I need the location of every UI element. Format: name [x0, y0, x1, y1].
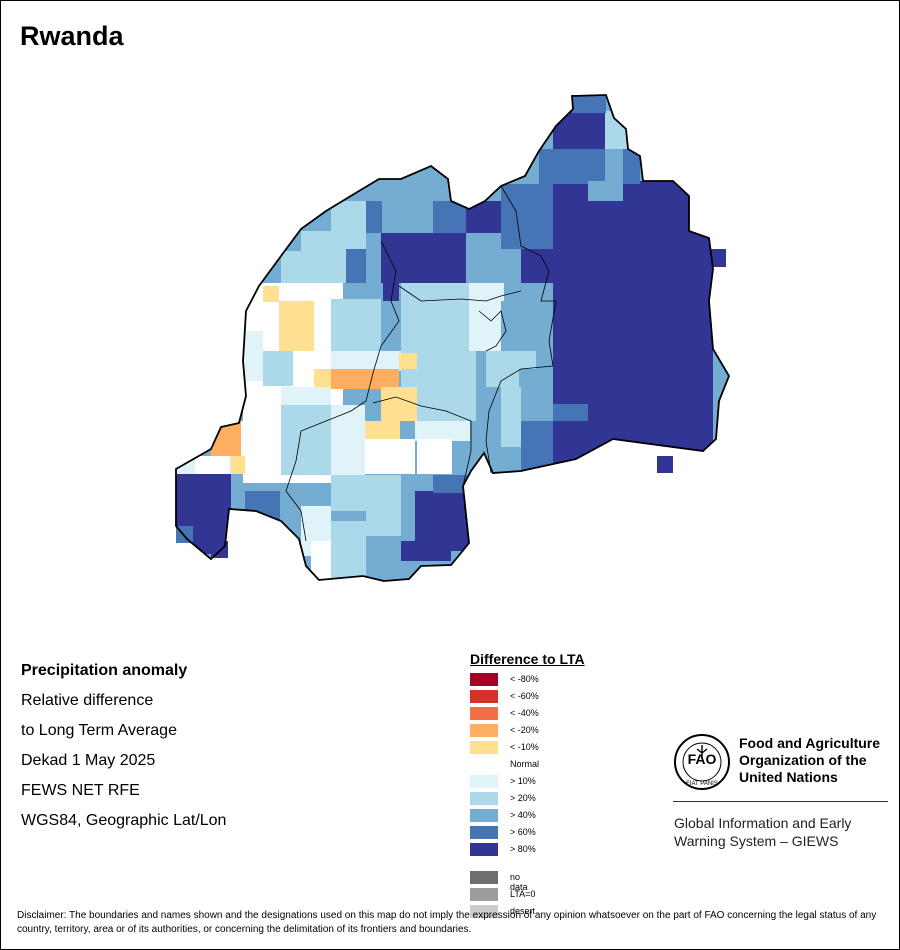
legend-item-swatch: [470, 809, 498, 822]
legend-item-row: Normal: [470, 756, 585, 773]
legend-item-label: < -60%: [510, 691, 539, 701]
legend-extra-label: LTA=0: [510, 889, 536, 899]
legend-item-row: > 40%: [470, 807, 585, 824]
legend-item-row: < -20%: [470, 722, 585, 739]
precipitation-anomaly-map: [175, 94, 731, 582]
legend-item-row: > 60%: [470, 824, 585, 841]
giews-line1: Global Information and Early: [674, 815, 852, 831]
info-line1: Relative difference: [21, 692, 154, 709]
legend-item-label: < -20%: [510, 725, 539, 735]
legend-item-swatch: [470, 826, 498, 839]
legend-item-label: > 20%: [510, 793, 536, 803]
legend-item-label: < -40%: [510, 708, 539, 718]
anomaly-grid: [176, 95, 729, 581]
legend-item-label: > 80%: [510, 844, 536, 854]
info-projection: WGS84, Geographic Lat/Lon: [21, 812, 227, 829]
map-info: Precipitation anomaly Relative differenc…: [21, 656, 226, 836]
legend-item-row: < -80%: [470, 671, 585, 688]
legend-item-swatch: [470, 707, 498, 720]
legend-item-label: < -10%: [510, 742, 539, 752]
giews-line2: Warning System – GIEWS: [674, 833, 839, 849]
legend-item-row: > 80%: [470, 841, 585, 858]
legend-extra-label: desert: [510, 906, 536, 916]
legend-item-row: > 10%: [470, 773, 585, 790]
fao-name: Food and Agriculture Organization of the…: [739, 735, 880, 786]
legend-item-swatch: [470, 690, 498, 703]
province-boundaries: [285, 185, 557, 542]
legend-item-row: < -60%: [470, 688, 585, 705]
fao-name-line2: Organization of the: [739, 752, 867, 768]
fao-logo-icon: FAO FIAT PANIS: [674, 734, 730, 790]
map-title: Rwanda: [20, 21, 124, 51]
legend-item-label: > 40%: [510, 810, 536, 820]
legend-item-swatch: [470, 775, 498, 788]
legend-item-swatch: [470, 741, 498, 754]
legend-extra-swatch: [470, 905, 498, 918]
fao-logo-motto: FIAT PANIS: [686, 781, 718, 787]
legend-item-label: > 60%: [510, 827, 536, 837]
legend-item-swatch: [470, 792, 498, 805]
legend-item-label: > 10%: [510, 776, 536, 786]
legend-title: Difference to LTA: [470, 651, 585, 667]
giews-text: Global Information and Early Warning Sys…: [674, 814, 851, 850]
fao-divider: [673, 801, 888, 802]
legend-extra-swatch: [470, 871, 498, 884]
legend-extra-swatch: [470, 888, 498, 901]
fao-name-line1: Food and Agriculture: [739, 735, 881, 751]
legend-item-label: Normal: [510, 759, 540, 769]
country-boundary: [175, 94, 731, 582]
legend-item-swatch: [470, 843, 498, 856]
legend-item-label: < -80%: [510, 674, 539, 684]
legend-item-swatch: [470, 673, 498, 686]
fao-name-line3: United Nations: [739, 769, 838, 785]
legend-item-row: < -40%: [470, 705, 585, 722]
legend-item-row: < -10%: [470, 739, 585, 756]
legend-item-swatch: [470, 724, 498, 737]
legend-item-row: > 20%: [470, 790, 585, 807]
disclaimer: Disclaimer: The boundaries and names sho…: [17, 910, 877, 935]
info-period: Dekad 1 May 2025: [21, 752, 156, 769]
legend-items: < -80% < -60% < -40% < -20% < -10% Normal > 10…: [470, 671, 585, 858]
info-source: FEWS NET RFE: [21, 782, 140, 799]
info-line2: to Long Term Average: [21, 722, 177, 739]
legend-extra-label: no data: [510, 872, 528, 892]
legend: Difference to LTA < -80% < -60% < -40% < -2…: [470, 651, 585, 858]
info-heading: Precipitation anomaly: [21, 662, 188, 679]
